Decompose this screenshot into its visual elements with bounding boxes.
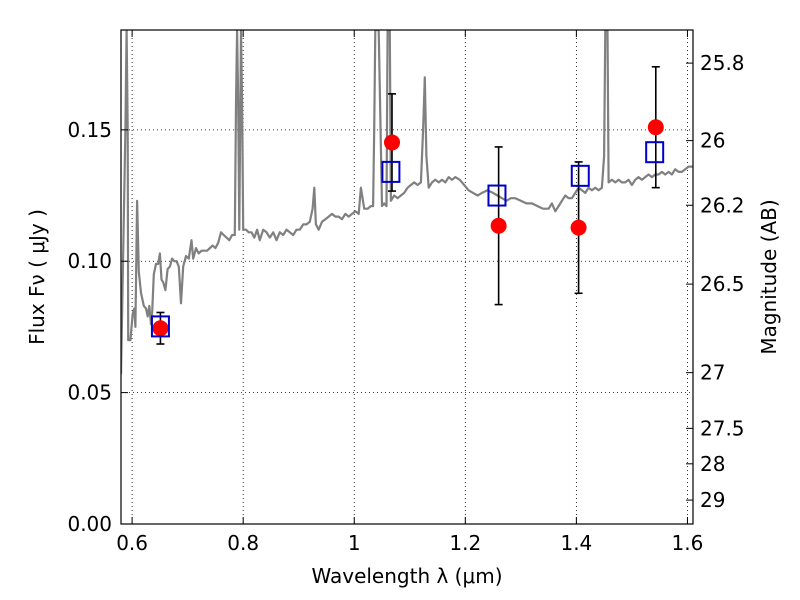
- axis-ticks: 0.6 0.8 1 1.2 1.4 1.6 0.00 0.05 0.10 0.15 25.8 26 26…: [67, 30, 745, 555]
- spectrum-layer: [121, 30, 693, 375]
- x-tick-label: 0.6: [116, 531, 148, 555]
- y-axis-title: Flux Fν ( μJy ): [25, 209, 49, 345]
- right-tick-label: 26: [700, 129, 725, 153]
- y-tick-label: 0.15: [67, 118, 112, 142]
- model-point: [381, 160, 401, 183]
- right-tick-label: 29: [700, 488, 725, 512]
- right-tick-label: 27.5: [700, 416, 745, 440]
- observed-point: [570, 219, 587, 236]
- x-tick-label: 1: [348, 531, 361, 555]
- grid-lines: [121, 30, 693, 524]
- right-tick-label: 26.5: [700, 272, 745, 296]
- photometry-layer: [150, 65, 665, 345]
- observed-point: [647, 119, 664, 136]
- model-point: [645, 141, 665, 164]
- x-tick-label: 1.6: [672, 531, 704, 555]
- y-tick-label: 0.00: [67, 512, 112, 536]
- x-tick-label: 1.4: [560, 531, 592, 555]
- right-tick-label: 26.2: [700, 193, 745, 217]
- observed-point: [384, 134, 401, 151]
- y-tick-label: 0.10: [67, 249, 112, 273]
- x-tick-label: 1.2: [449, 531, 481, 555]
- right-tick-label: 27: [700, 361, 725, 385]
- right-axis-title: Magnitude (AB): [757, 199, 781, 354]
- observed-point: [490, 217, 507, 234]
- y-tick-label: 0.05: [67, 381, 112, 405]
- right-tick-label: 25.8: [700, 51, 745, 75]
- spectrum-line: [121, 30, 693, 375]
- model-point: [570, 164, 590, 187]
- observed-point: [152, 320, 169, 337]
- model-point: [150, 315, 170, 338]
- model-point: [487, 184, 507, 207]
- x-tick-label: 0.8: [227, 531, 259, 555]
- plot-frame: [120, 29, 694, 525]
- x-axis-title: Wavelength λ (μm): [311, 564, 502, 588]
- right-tick-label: 28: [700, 452, 725, 476]
